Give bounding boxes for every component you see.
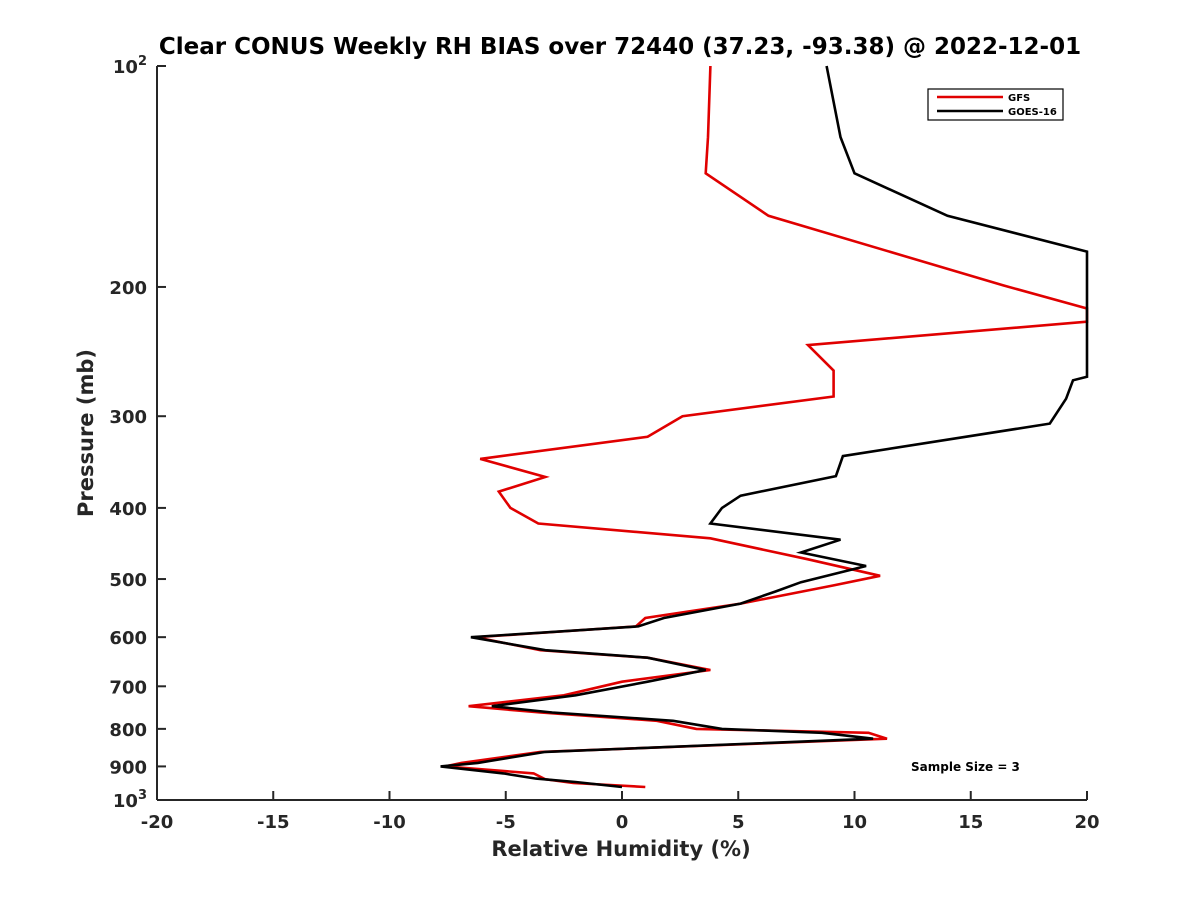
y-axis-title: Pressure (mb) [74,349,98,517]
legend-box [927,88,1064,121]
x-tick-label: -5 [496,812,516,833]
y-tick-label: 800 [109,720,147,741]
y-tick-label: 600 [109,628,147,649]
x-tick-label: -20 [141,812,174,833]
series-layer [440,65,1089,789]
y-tick-label: 900 [109,757,147,778]
series-line-goes16 [440,65,1089,789]
legend-label-goes16: GOES-16 [1008,107,1057,118]
legend: GFS GOES-16 [927,88,1064,121]
y-tick-label: 700 [109,677,147,698]
x-tick-label: 10 [842,812,867,833]
legend-label-gfs: GFS [1008,93,1030,104]
plot-background [157,66,1087,800]
x-axis-title: Relative Humidity (%) [491,837,750,861]
y-tick-label: 300 [109,407,147,428]
y-tick-label: 400 [109,499,147,520]
x-tick-label: 20 [1074,812,1099,833]
x-tick-label: -15 [257,812,290,833]
y-tick-label: 102 [113,54,147,78]
chart-title: Clear CONUS Weekly RH BIAS over 72440 (3… [159,34,1081,60]
x-ticks: -20 -15 -10 -5 0 5 10 15 20 [141,791,1100,833]
y-tick-label: 103 [113,788,147,812]
x-tick-label: 0 [616,812,629,833]
x-tick-label: 5 [732,812,745,833]
sample-size-annotation: Sample Size = 3 [911,760,1020,774]
y-tick-label: 200 [109,278,147,299]
y-ticks: 102 200 300 400 500 600 700 800 900 103 [109,54,166,812]
x-tick-label: 15 [958,812,983,833]
x-tick-label: -10 [373,812,406,833]
y-tick-label: 500 [109,570,147,591]
